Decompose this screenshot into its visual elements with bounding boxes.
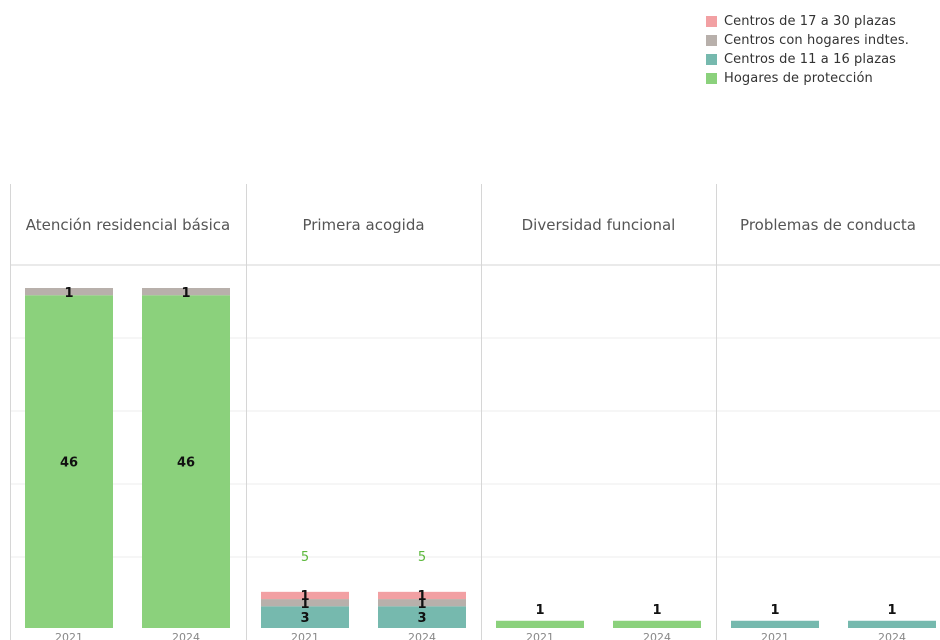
bar-primera-acogida-2024-centros-de-17-a-30-plazas — [378, 591, 466, 600]
bar-atencion-residencial-basica-2021-centros-con-hogares-indtes — [25, 288, 113, 296]
legend-swatch-centros-hogares — [706, 34, 717, 46]
total-label-primera-acogida-2024: 5 — [418, 550, 426, 565]
x-tick-problemas-de-conducta-2021: 2021 — [761, 631, 789, 640]
legend-label-centros-17-30: Centros de 17 a 30 plazas — [724, 13, 897, 29]
bar-primera-acogida-2024-centros-de-11-a-16-plazas — [378, 606, 466, 628]
label-problemas-de-conducta-2021-centros-de-11-a-16-plazas: 1 — [770, 603, 779, 618]
bar-primera-acogida-2021-centros-con-hogares-indtes — [261, 599, 349, 607]
label-primera-acogida-2021-centros-de-11-a-16-plazas: 3 — [300, 611, 309, 626]
label-diversidad-funcional-2024-hogares-de-proteccion: 1 — [652, 603, 661, 618]
x-tick-diversidad-funcional-2021: 2021 — [526, 631, 554, 640]
bar-problemas-de-conducta-2021-centros-de-11-a-16-plazas — [731, 620, 819, 628]
panel-title-atencion-residencial-basica: Atención residencial básica — [26, 216, 230, 234]
x-tick-primera-acogida-2024: 2024 — [408, 631, 436, 640]
label-primera-acogida-2021-centros-con-hogares-indtes: 1 — [300, 597, 309, 612]
legend-item-centros-17-30[interactable]: Centros de 17 a 30 plazas — [706, 12, 909, 30]
legend-label-centros-hogares: Centros con hogares indtes. — [724, 32, 909, 48]
label-atencion-residencial-basica-2024-centros-con-hogares-indtes: 1 — [181, 286, 190, 301]
bar-atencion-residencial-basica-2024-hogares-de-proteccion — [142, 295, 230, 628]
legend-label-centros-11-16: Centros de 11 a 16 plazas — [724, 51, 897, 67]
bar-primera-acogida-2024-centros-con-hogares-indtes — [378, 599, 466, 607]
bar-diversidad-funcional-2024-hogares-de-proteccion — [613, 620, 701, 628]
legend-item-centros-hogares[interactable]: Centros con hogares indtes. — [706, 31, 909, 49]
label-primera-acogida-2024-centros-con-hogares-indtes: 1 — [417, 597, 426, 612]
x-tick-atencion-residencial-basica-2024: 2024 — [172, 631, 200, 640]
legend-item-hogares-proteccion[interactable]: Hogares de protección — [706, 69, 909, 87]
panel-title-diversidad-funcional: Diversidad funcional — [522, 216, 676, 234]
bar-problemas-de-conducta-2024-centros-de-11-a-16-plazas — [848, 620, 936, 628]
bar-primera-acogida-2021-centros-de-11-a-16-plazas — [261, 606, 349, 628]
bar-atencion-residencial-basica-2021-hogares-de-proteccion — [25, 295, 113, 628]
label-diversidad-funcional-2021-hogares-de-proteccion: 1 — [535, 603, 544, 618]
label-atencion-residencial-basica-2021-hogares-de-proteccion: 46 — [60, 456, 78, 471]
legend-swatch-centros-17-30 — [706, 15, 717, 27]
total-label-primera-acogida-2021: 5 — [301, 550, 309, 565]
label-primera-acogida-2024-centros-de-17-a-30-plazas: 1 — [417, 589, 426, 604]
x-tick-problemas-de-conducta-2024: 2024 — [878, 631, 906, 640]
label-problemas-de-conducta-2024-centros-de-11-a-16-plazas: 1 — [887, 603, 896, 618]
legend-swatch-centros-11-16 — [706, 53, 717, 65]
legend-label-hogares-proteccion: Hogares de protección — [724, 70, 873, 86]
x-tick-primera-acogida-2021: 2021 — [291, 631, 319, 640]
label-atencion-residencial-basica-2024-hogares-de-proteccion: 46 — [177, 456, 195, 471]
panel-title-primera-acogida: Primera acogida — [302, 216, 424, 234]
x-tick-diversidad-funcional-2024: 2024 — [643, 631, 671, 640]
legend-swatch-hogares-proteccion — [706, 72, 717, 84]
label-primera-acogida-2021-centros-de-17-a-30-plazas: 1 — [300, 589, 309, 604]
legend-item-centros-11-16[interactable]: Centros de 11 a 16 plazas — [706, 50, 909, 68]
bar-diversidad-funcional-2021-hogares-de-proteccion — [496, 620, 584, 628]
bar-primera-acogida-2021-centros-de-17-a-30-plazas — [261, 591, 349, 600]
x-tick-atencion-residencial-basica-2021: 2021 — [55, 631, 83, 640]
label-primera-acogida-2024-centros-de-11-a-16-plazas: 3 — [417, 611, 426, 626]
panel-title-problemas-de-conducta: Problemas de conducta — [740, 216, 916, 234]
bar-atencion-residencial-basica-2024-centros-con-hogares-indtes — [142, 288, 230, 296]
chart-legend: Centros de 17 a 30 plazas Centros con ho… — [706, 12, 909, 88]
label-atencion-residencial-basica-2021-centros-con-hogares-indtes: 1 — [64, 286, 73, 301]
